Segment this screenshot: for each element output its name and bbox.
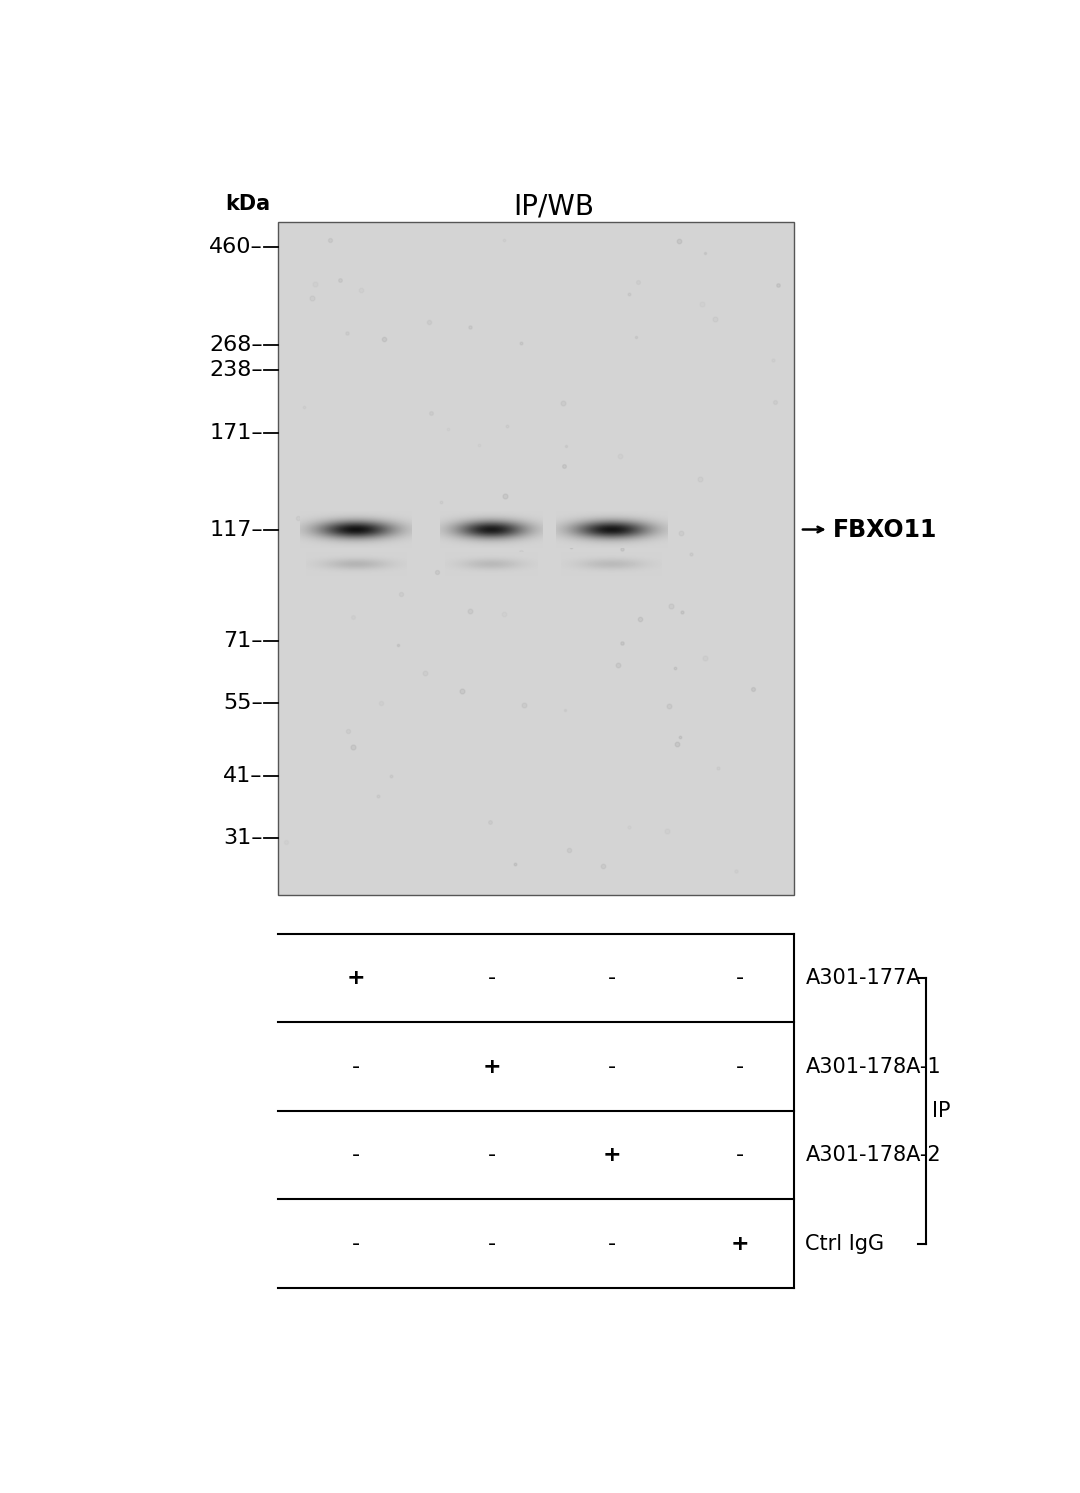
Text: IP: IP	[932, 1100, 950, 1121]
Text: -: -	[735, 967, 743, 988]
Text: -: -	[352, 1233, 360, 1254]
Text: +: +	[347, 967, 365, 988]
Text: -: -	[608, 967, 616, 988]
Bar	[279, 221, 794, 896]
Text: kDa: kDa	[226, 194, 271, 213]
Text: 71–: 71–	[224, 632, 262, 651]
Text: +: +	[603, 1145, 621, 1165]
Text: -: -	[735, 1145, 743, 1165]
Text: -: -	[487, 1233, 496, 1254]
Text: 238–: 238–	[210, 360, 262, 381]
Text: -: -	[608, 1057, 616, 1076]
Text: -: -	[352, 1057, 360, 1076]
Text: Ctrl IgG: Ctrl IgG	[806, 1233, 885, 1254]
Text: 41–: 41–	[224, 766, 262, 785]
Text: FBXO11: FBXO11	[833, 518, 936, 542]
Text: 117–: 117–	[210, 520, 262, 539]
Text: +: +	[482, 1057, 501, 1076]
Text: 55–: 55–	[224, 693, 262, 712]
Text: 460–: 460–	[210, 237, 262, 257]
Text: A301-178A-1: A301-178A-1	[806, 1057, 941, 1076]
Text: -: -	[352, 1145, 360, 1165]
Text: -: -	[608, 1233, 616, 1254]
Text: IP/WB: IP/WB	[513, 193, 594, 219]
Text: 171–: 171–	[210, 423, 262, 443]
Text: +: +	[730, 1233, 748, 1254]
Text: A301-178A-2: A301-178A-2	[806, 1145, 941, 1165]
Text: -: -	[735, 1057, 743, 1076]
Text: -: -	[487, 1145, 496, 1165]
Text: 268–: 268–	[210, 334, 262, 355]
Text: 31–: 31–	[224, 827, 262, 848]
Text: -: -	[487, 967, 496, 988]
Text: A301-177A: A301-177A	[806, 967, 921, 988]
